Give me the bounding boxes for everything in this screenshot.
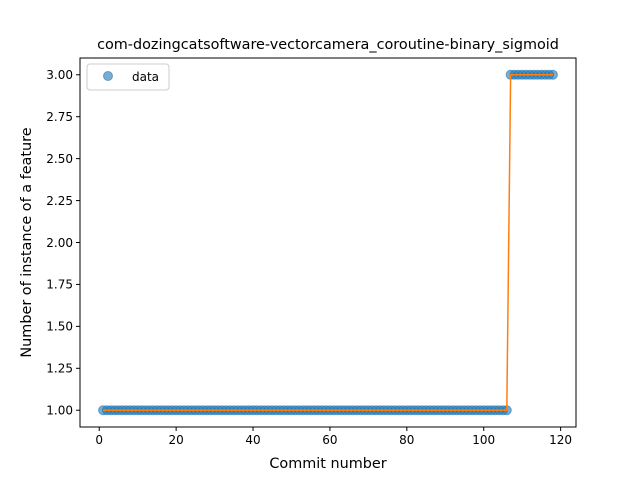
y-axis: 1.00 1.25 1.50 1.75 2.00 2.25 2.50 2.75 3.00 (46, 68, 80, 418)
legend-label-data: data (132, 70, 159, 84)
x-tick-label: 0 (95, 433, 103, 447)
x-tick-label: 120 (549, 433, 572, 447)
y-tick-label: 2.50 (46, 152, 73, 166)
fit-line (103, 74, 553, 411)
x-tick-label: 20 (168, 433, 183, 447)
y-tick-label: 2.75 (46, 110, 73, 124)
x-tick-label: 80 (399, 433, 414, 447)
y-tick-label: 1.25 (46, 362, 73, 376)
y-tick-label: 1.75 (46, 278, 73, 292)
y-tick-label: 2.25 (46, 194, 73, 208)
y-axis-label: Number of instance of a feature (19, 127, 35, 357)
x-axis-label: Commit number (269, 456, 386, 472)
x-tick-label: 60 (322, 433, 337, 447)
y-tick-label: 2.00 (46, 236, 73, 250)
y-tick-label: 1.00 (46, 404, 73, 418)
x-axis: 0 20 40 60 80 100 120 (95, 427, 572, 447)
legend-box (86, 63, 170, 91)
x-tick-label: 40 (245, 433, 260, 447)
x-tick-label: 100 (472, 433, 495, 447)
legend: data (86, 63, 170, 91)
chart-title: com-dozingcatsoftware-vectorcamera_corou… (97, 37, 559, 53)
legend-marker (103, 71, 113, 81)
y-tick-label: 3.00 (46, 68, 73, 82)
plot-area (98, 69, 558, 416)
y-tick-label: 1.50 (46, 320, 73, 334)
